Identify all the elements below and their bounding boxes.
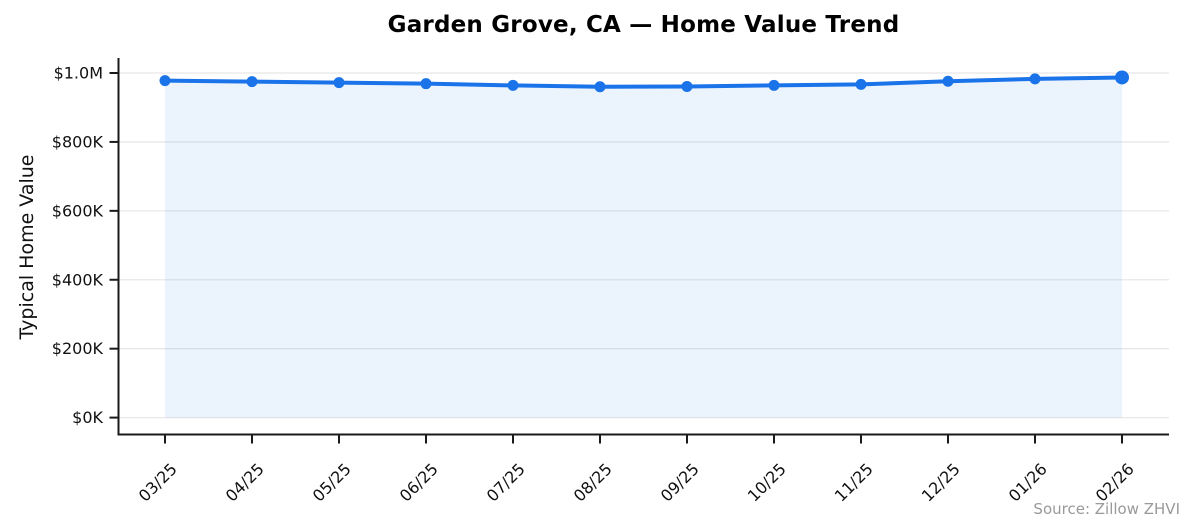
data-point <box>768 79 780 91</box>
y-tick-label: $800K <box>52 132 104 151</box>
area-fill <box>165 77 1122 418</box>
data-point <box>246 76 258 88</box>
data-point <box>942 75 954 87</box>
data-point <box>681 80 693 92</box>
data-point <box>159 75 171 87</box>
x-tick-label: 01/26 <box>1005 459 1051 505</box>
x-tick-label: 07/25 <box>483 459 529 505</box>
data-point <box>507 79 519 91</box>
data-point <box>420 78 432 90</box>
y-tick-label: $1.0M <box>54 64 103 83</box>
x-tick-label: 11/25 <box>831 459 877 505</box>
data-point <box>333 77 345 89</box>
y-tick-label: $200K <box>52 339 104 358</box>
y-tick-label: $0K <box>72 408 103 427</box>
y-tick-label: $600K <box>52 201 104 220</box>
x-tick-label: 04/25 <box>222 459 268 505</box>
data-point <box>855 78 867 90</box>
x-tick-label: 12/25 <box>918 459 964 505</box>
x-tick-label: 08/25 <box>570 459 616 505</box>
x-tick-label: 10/25 <box>744 459 790 505</box>
series-line <box>163 75 1124 89</box>
x-tick-label: 05/25 <box>309 459 355 505</box>
data-point <box>594 81 606 93</box>
source-note: Source: Zillow ZHVI <box>1033 500 1180 518</box>
x-tick-label: 02/26 <box>1092 459 1138 505</box>
x-tick-label: 09/25 <box>657 459 703 505</box>
x-tick-label: 03/25 <box>135 459 181 505</box>
chart-title: Garden Grove, CA — Home Value Trend <box>387 12 900 38</box>
y-tick-label: $400K <box>52 270 104 289</box>
x-tick-label: 06/25 <box>396 459 442 505</box>
data-point <box>1115 70 1129 85</box>
data-point <box>1029 73 1041 85</box>
